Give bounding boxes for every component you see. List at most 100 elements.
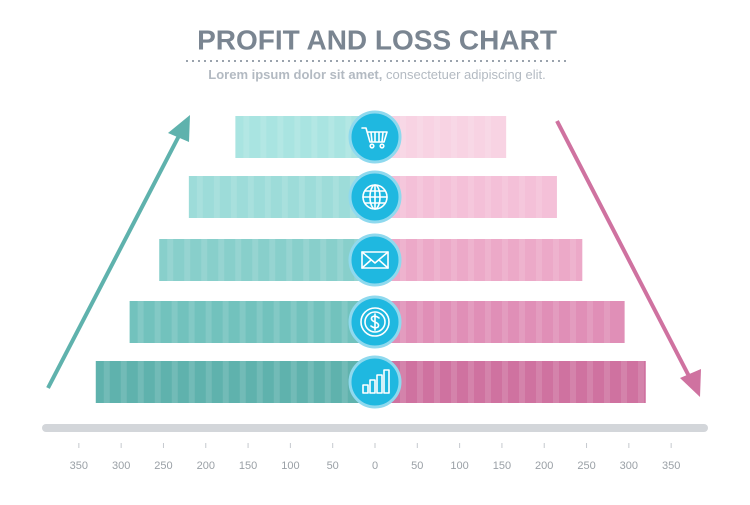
bars	[95, 116, 646, 403]
bar-stripe	[213, 176, 220, 218]
bar-stripe	[324, 301, 331, 343]
globe-icon	[348, 170, 402, 224]
x-tick-label: 250	[577, 460, 595, 472]
bar	[129, 301, 375, 343]
bar-stripe	[239, 301, 246, 343]
bar	[188, 176, 375, 218]
bar-stripe	[468, 361, 474, 403]
profit-arrow	[46, 115, 190, 389]
bar-stripe	[137, 301, 144, 343]
x-tick-label: 200	[197, 460, 215, 472]
bar-stripe	[273, 301, 280, 343]
bar-stripe	[536, 361, 542, 403]
bar-stripe	[451, 361, 457, 403]
bar-stripe	[235, 239, 242, 281]
bar-stripe	[451, 116, 457, 158]
bar	[375, 239, 583, 281]
bar-stripe	[184, 239, 191, 281]
bar-stripe	[485, 239, 491, 281]
bar-stripe	[205, 361, 212, 403]
bar-stripe	[502, 301, 508, 343]
bar-stripe	[621, 361, 627, 403]
bar-stripe	[451, 176, 457, 218]
bar-stripe	[553, 239, 559, 281]
bar-stripe	[341, 301, 348, 343]
bar-stripe	[417, 301, 423, 343]
cart-icon	[348, 110, 402, 164]
bar-stripe	[230, 176, 237, 218]
bar-stripe	[434, 116, 440, 158]
bar-stripe	[604, 361, 610, 403]
dollar-icon	[348, 295, 402, 349]
bar-stripe	[218, 239, 225, 281]
icons	[348, 110, 402, 409]
x-tick-label: 150	[239, 460, 257, 472]
bar-stripe	[260, 116, 267, 158]
bar-stripe	[222, 361, 229, 403]
bar-stripe	[281, 176, 288, 218]
bar-stripe	[167, 239, 174, 281]
x-tick-label: 200	[535, 460, 553, 472]
x-tick-label: 300	[620, 460, 638, 472]
bar-stripe	[188, 301, 195, 343]
bar-stripe	[536, 176, 542, 218]
x-tick-label: 100	[281, 460, 299, 472]
bar-stripe	[638, 361, 644, 403]
growth-icon	[348, 355, 402, 409]
bar-stripe	[337, 239, 344, 281]
bar-stripe	[277, 116, 284, 158]
bar-stripe	[434, 301, 440, 343]
bar-stripe	[307, 361, 314, 403]
bar-stripe	[171, 301, 178, 343]
bar-stripe	[264, 176, 271, 218]
bar-stripe	[290, 361, 297, 403]
bar-stripe	[502, 361, 508, 403]
bar-stripe	[120, 361, 127, 403]
x-tick-label: 0	[372, 460, 378, 472]
bar-stripe	[196, 176, 203, 218]
bar-stripe	[553, 361, 559, 403]
bar-stripe	[324, 361, 331, 403]
bar-stripe	[417, 116, 423, 158]
bar-stripe	[345, 116, 352, 158]
bar-stripe	[400, 361, 406, 403]
bar-stripe	[328, 116, 335, 158]
bar-stripe	[247, 176, 254, 218]
bar-stripe	[468, 239, 474, 281]
bar-stripe	[485, 301, 491, 343]
bar-stripe	[434, 361, 440, 403]
bar-stripe	[468, 301, 474, 343]
bar-stripe	[286, 239, 293, 281]
bar	[375, 361, 646, 403]
bar-stripe	[519, 301, 525, 343]
mail-icon	[348, 233, 402, 287]
bar-stripe	[315, 176, 322, 218]
bar-stripe	[536, 301, 542, 343]
bar-stripe	[332, 176, 339, 218]
bar-stripe	[256, 301, 263, 343]
bar-stripe	[434, 239, 440, 281]
bar-stripe	[201, 239, 208, 281]
x-tick-label: 50	[327, 460, 339, 472]
bar-stripe	[188, 361, 195, 403]
bar-stripe	[154, 361, 161, 403]
bar-stripe	[256, 361, 263, 403]
bar-stripe	[222, 301, 229, 343]
bar-stripe	[320, 239, 327, 281]
bar-stripe	[298, 176, 305, 218]
bar-stripe	[400, 239, 406, 281]
bar-stripe	[400, 301, 406, 343]
bar-stripe	[485, 361, 491, 403]
bar-stripe	[171, 361, 178, 403]
x-tick-label: 250	[154, 460, 172, 472]
bar-stripe	[502, 239, 508, 281]
bar-stripe	[417, 176, 423, 218]
bar-stripe	[485, 116, 491, 158]
loss-arrow	[555, 120, 701, 397]
bar-stripe	[417, 361, 423, 403]
bar-stripe	[303, 239, 310, 281]
bar-stripe	[294, 116, 301, 158]
bar-stripe	[417, 239, 423, 281]
bar-stripe	[239, 361, 246, 403]
